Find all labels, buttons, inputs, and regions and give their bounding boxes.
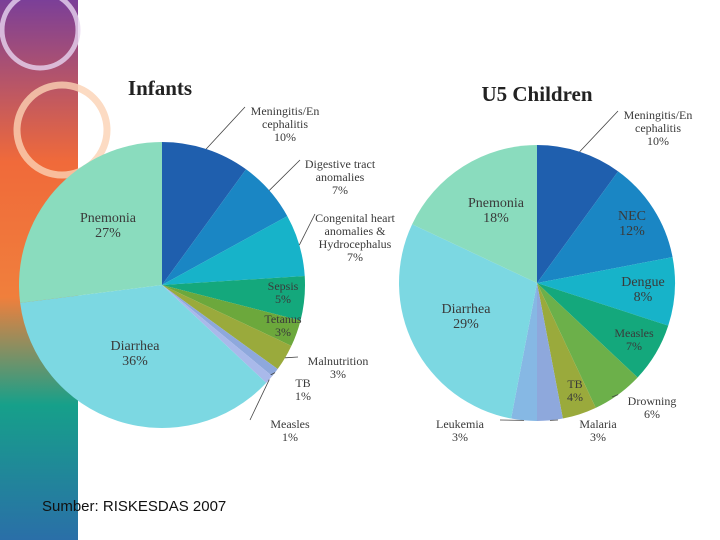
- decor-circle: [13, 81, 111, 179]
- slice-value-label: 3%: [275, 325, 291, 339]
- slice-label: Digestive tract anomalies: [305, 157, 376, 184]
- pie-slice: [511, 283, 537, 421]
- slice-value-label: 29%: [453, 317, 479, 332]
- slice-label: Malaria: [579, 417, 617, 431]
- slice-label: Sepsis: [268, 279, 299, 293]
- slice-value-label: 4%: [567, 390, 583, 404]
- slice-label: Meningitis/En cephalitis: [251, 104, 320, 131]
- leader-line: [205, 106, 246, 150]
- slice-value-label: 1%: [295, 389, 311, 403]
- leader-line: [579, 110, 619, 153]
- chart-title: U5 Children: [481, 82, 592, 106]
- slice-value-label: 3%: [590, 430, 606, 444]
- chart-title: Infants: [128, 76, 192, 100]
- pie-slice: [162, 285, 278, 377]
- pie-slice: [162, 285, 301, 346]
- leader-line: [298, 213, 316, 246]
- slice-label: Pnemonia: [80, 211, 137, 226]
- pie-slice: [537, 257, 676, 326]
- pie-slice: [537, 145, 619, 283]
- pie-slice: [537, 283, 638, 408]
- slice-value-label: 12%: [619, 224, 645, 239]
- slice-value-label: 3%: [330, 367, 346, 381]
- slice-label: Tetanus: [264, 312, 301, 326]
- slice-label: Diarrhea: [442, 302, 492, 317]
- slice-label: Meningitis/En cephalitis: [624, 108, 693, 135]
- slice-label: TB: [295, 376, 310, 390]
- pie-slice: [20, 285, 267, 429]
- slice-label: Measles: [614, 326, 654, 340]
- leader-line: [611, 394, 619, 398]
- slice-value-label: 6%: [644, 407, 660, 421]
- slice-value-label: 36%: [122, 354, 148, 369]
- slice-value-label: 1%: [282, 430, 298, 444]
- slice-value-label: 5%: [275, 292, 291, 306]
- slice-label: Pnemonia: [468, 196, 525, 211]
- pie-slice: [162, 285, 273, 383]
- pie-slice: [537, 283, 669, 378]
- leader-line: [268, 159, 301, 191]
- pie-slice: [162, 142, 247, 285]
- pie-slice: [412, 145, 537, 283]
- slice-label: TB: [567, 377, 582, 391]
- pie-slice: [162, 216, 305, 285]
- slice-value-label: 7%: [347, 250, 363, 264]
- leader-line: [285, 356, 299, 359]
- slice-label: Measles: [270, 417, 310, 431]
- slice-label: Diarrhea: [111, 339, 161, 354]
- slice-label: Leukemia: [436, 417, 485, 431]
- pie-slice: [162, 276, 305, 321]
- slice-value-label: 18%: [483, 211, 509, 226]
- pie-slice: [162, 169, 288, 285]
- slice-value-label: 10%: [274, 130, 296, 144]
- slice-label: Drowning: [628, 394, 677, 408]
- decor-circle: [0, 0, 81, 71]
- slice-label: Malnutrition: [308, 354, 369, 368]
- source-note: Sumber: RISKESDAS 2007: [42, 498, 226, 515]
- slice-label: Dengue: [621, 275, 665, 290]
- slice-value-label: 27%: [95, 226, 121, 241]
- slice-value-label: 10%: [647, 134, 669, 148]
- slice-value-label: 3%: [452, 430, 468, 444]
- pie-slice: [537, 283, 596, 419]
- slice-value-label: 7%: [626, 339, 642, 353]
- slice-value-label: 7%: [332, 183, 348, 197]
- slice-label: Congenital heart anomalies & Hydrocephalus: [315, 211, 395, 251]
- pie-slice: [537, 283, 563, 421]
- leader-line: [249, 379, 270, 421]
- slice-label: NEC: [618, 209, 646, 224]
- pie-slice: [162, 285, 292, 370]
- pie-slice: [19, 142, 163, 303]
- pie-slice: [537, 171, 673, 283]
- slice-value-label: 8%: [634, 290, 653, 305]
- pie-slice: [399, 224, 537, 419]
